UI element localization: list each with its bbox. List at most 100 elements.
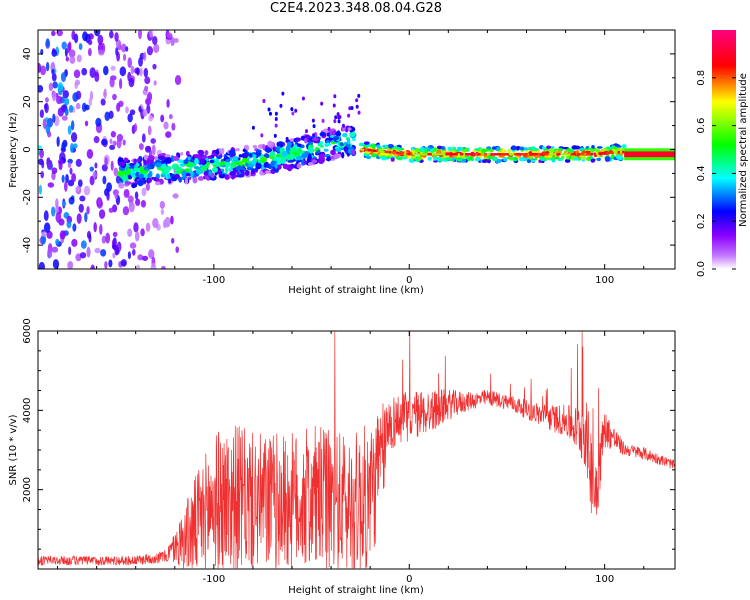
trace-blob [218,171,222,177]
steady-hot-segment [556,153,561,156]
spark-blob [327,126,331,131]
noise-blob [127,228,133,237]
noise-blob [150,138,156,144]
noise-blob [81,67,88,76]
trace-blob [133,158,137,165]
spectrogram-marks [38,30,675,269]
trace-blob [200,165,207,172]
noise-blob [39,149,45,159]
noise-blob [71,172,77,183]
steady-blob [433,160,438,163]
spark-blob [273,133,277,138]
noise-blob [45,61,50,72]
figure-title: C2E4.2023.348.08.04.G28 [269,1,443,16]
noise-blob [56,30,63,37]
spark-blob [268,111,272,116]
noise-blob [114,32,119,42]
noise-blob [101,235,107,244]
trace-blob [262,143,266,151]
spark-blob [274,111,278,116]
steady-blob [507,148,511,154]
noise-blob [106,182,112,192]
noise-blob [51,68,55,75]
trace-blob [163,166,170,174]
steady-blob [369,144,374,148]
steady-hot-segment [388,151,392,154]
trace-blob [219,161,226,166]
steady-blob [607,146,613,150]
noise-blob [122,139,126,146]
spark-blob [357,93,361,98]
noise-blob [168,113,173,120]
spark-blob [312,124,316,129]
noise-blob [97,34,104,45]
steady-hot-segment [605,151,609,155]
steady-blob [452,146,457,151]
spark-blob [274,123,278,128]
trace-blob [211,167,219,173]
trace-blob [197,153,202,161]
trace-blob [204,150,209,156]
noise-blob [72,92,79,102]
trace-blob [307,141,314,146]
noise-blob [89,175,95,186]
noise-blob [57,82,64,92]
noise-blob [84,104,90,111]
steady-blob [568,148,575,153]
trace-blob [224,174,230,180]
noise-blob [71,238,78,247]
trace-blob [350,150,356,154]
noise-blob [52,259,60,269]
noise-blob [148,249,155,259]
trace-blob [342,132,348,138]
steady-blob [539,156,546,162]
trace-blob [241,157,249,163]
noise-blob [171,122,176,131]
noise-blob [108,30,114,39]
noise-blob [140,200,146,208]
steady-hot-segment [391,151,399,154]
steady-blob [380,152,387,156]
noise-blob [144,76,151,85]
noise-blob [131,248,136,256]
noise-blob [55,212,62,223]
steady-blob [544,155,550,158]
noise-blob [108,207,114,213]
trace-blob [248,153,253,158]
trace-blob [289,153,295,161]
steady-hot-segment [600,152,607,155]
trace-blob [183,159,189,165]
noise-blob [153,80,157,86]
noise-blob [86,206,90,215]
steady-blob [565,155,571,160]
noise-blob [102,175,107,185]
noise-blob [40,234,47,245]
steady-blob [433,156,437,161]
noise-blob [93,30,101,37]
noise-blob [128,77,135,88]
noise-blob [114,191,118,200]
steady-hot-segment [460,153,464,156]
trace-blob [339,142,344,147]
noise-blob [170,215,174,225]
noise-blob [163,121,169,130]
trace-blob [325,140,330,144]
steady-blob [491,146,497,150]
steady-blob [427,156,432,161]
noise-blob [60,72,67,83]
noise-blob [141,255,149,261]
colorbar-gradient [712,30,736,269]
trace-blob [289,138,294,142]
steady-blob [444,156,451,161]
spark-blob [262,99,266,104]
trace-blob [188,162,196,168]
noise-blob [112,252,116,259]
steady-blob [475,156,481,162]
steady-hot-segment [571,153,577,156]
trace-blob [126,168,131,175]
noise-blob [48,82,54,92]
steady-blob [596,146,603,149]
noise-blob [68,104,74,113]
noise-blob [98,49,105,56]
noise-blob [93,222,97,233]
